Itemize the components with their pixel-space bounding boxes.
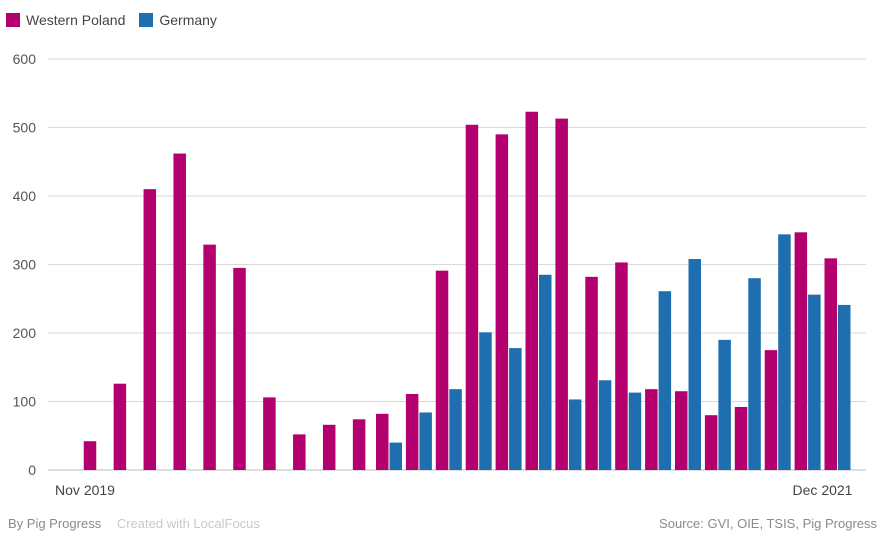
footer-created-with[interactable]: Created with LocalFocus — [116, 516, 260, 531]
bar-germany-25[interactable] — [838, 304, 851, 470]
legend-swatch-germany — [139, 13, 154, 27]
y-tick-label-500: 500 — [13, 120, 37, 136]
chart-legend: Western Poland Germany — [6, 12, 217, 28]
bar-western-poland-6[interactable] — [263, 397, 276, 470]
bar-western-poland-15[interactable] — [525, 111, 539, 471]
bar-germany-13[interactable] — [479, 332, 492, 470]
bar-germany-20[interactable] — [688, 259, 702, 470]
legend-item-western-poland[interactable]: Western Poland — [6, 12, 125, 28]
bar-germany-24[interactable] — [808, 294, 821, 470]
y-tick-label-400: 400 — [13, 188, 37, 204]
footer-source: Source: GVI, OIE, TSIS, Pig Progress — [659, 516, 877, 531]
bar-western-poland-8[interactable] — [322, 424, 336, 470]
bar-western-poland-1[interactable] — [113, 383, 127, 470]
x-tick-label-first: Nov 2019 — [55, 482, 115, 498]
bar-germany-23[interactable] — [778, 234, 791, 470]
bar-western-poland-9[interactable] — [352, 419, 366, 470]
y-tick-label-600: 600 — [13, 51, 37, 67]
x-tick-label-last: Dec 2021 — [793, 482, 853, 498]
bar-western-poland-12[interactable] — [435, 270, 449, 470]
bar-western-poland-17[interactable] — [585, 276, 598, 470]
bar-western-poland-13[interactable] — [465, 124, 479, 470]
bar-western-poland-23[interactable] — [764, 350, 778, 470]
bar-western-poland-22[interactable] — [734, 406, 748, 470]
bar-western-poland-10[interactable] — [376, 413, 389, 470]
legend-item-germany[interactable]: Germany — [139, 12, 217, 28]
bar-western-poland-11[interactable] — [405, 393, 419, 470]
bar-germany-18[interactable] — [628, 392, 642, 470]
legend-swatch-western-poland — [6, 13, 20, 27]
y-tick-label-300: 300 — [13, 257, 37, 273]
bar-western-poland-20[interactable] — [675, 391, 688, 470]
bar-germany-21[interactable] — [718, 339, 731, 470]
footer-by: By Pig Progress — [8, 516, 102, 531]
y-tick-label-0: 0 — [28, 462, 36, 478]
bar-western-poland-0[interactable] — [83, 441, 97, 470]
legend-label-germany: Germany — [159, 12, 217, 28]
y-tick-label-200: 200 — [13, 325, 37, 341]
bar-western-poland-25[interactable] — [824, 258, 838, 470]
footer-credits: By Pig Progress Created with LocalFocus — [8, 516, 260, 531]
bar-western-poland-5[interactable] — [233, 267, 246, 470]
bar-germany-16[interactable] — [568, 399, 582, 470]
bar-western-poland-24[interactable] — [794, 232, 808, 470]
bar-western-poland-3[interactable] — [173, 153, 186, 470]
bar-western-poland-4[interactable] — [203, 244, 216, 470]
bar-western-poland-14[interactable] — [495, 134, 509, 470]
bar-germany-19[interactable] — [658, 291, 672, 470]
bar-western-poland-16[interactable] — [555, 118, 568, 470]
bar-germany-12[interactable] — [449, 389, 462, 470]
bar-germany-15[interactable] — [539, 274, 552, 470]
bar-western-poland-18[interactable] — [615, 262, 628, 470]
bar-western-poland-2[interactable] — [143, 189, 157, 470]
bar-germany-11[interactable] — [419, 412, 432, 470]
bar-western-poland-19[interactable] — [645, 389, 658, 470]
bar-germany-10[interactable] — [389, 442, 403, 470]
bar-western-poland-21[interactable] — [704, 415, 718, 470]
y-tick-label-100: 100 — [13, 394, 37, 410]
legend-label-western-poland: Western Poland — [26, 12, 126, 28]
bar-germany-14[interactable] — [509, 348, 522, 470]
bar-western-poland-7[interactable] — [293, 434, 306, 470]
bar-germany-22[interactable] — [748, 278, 761, 470]
bar-germany-17[interactable] — [598, 380, 612, 470]
